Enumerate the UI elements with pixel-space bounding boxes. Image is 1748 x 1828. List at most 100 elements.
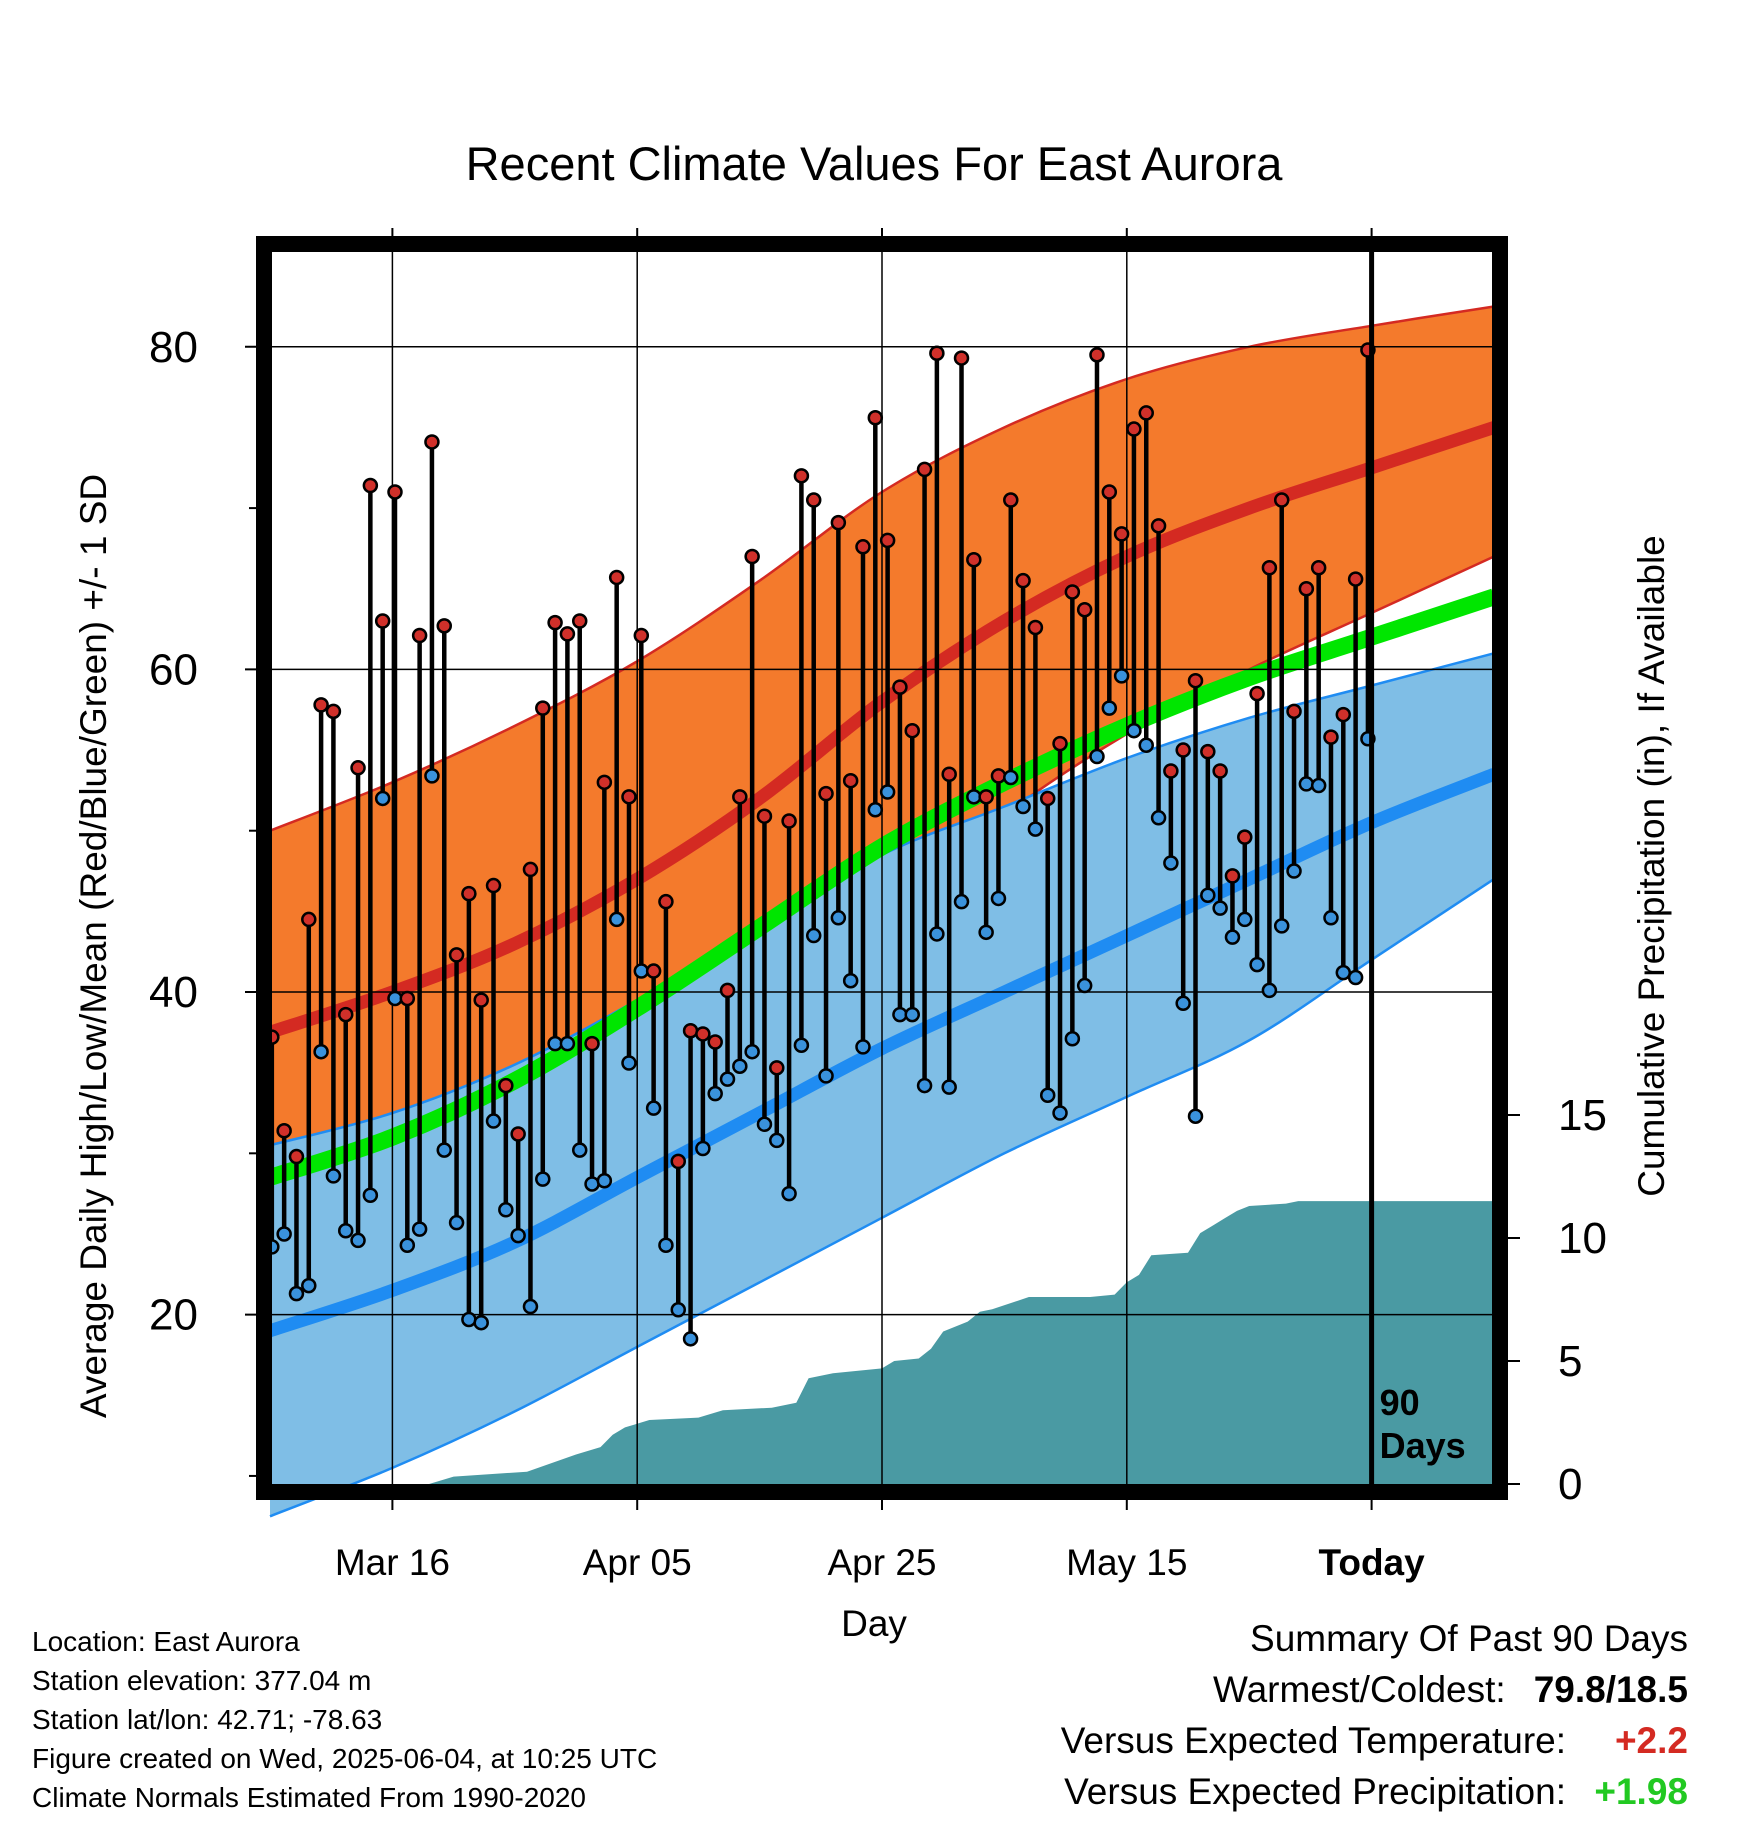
daily-high-point [535, 700, 551, 716]
summary-panel: Summary Of Past 90 Days Warmest/Coldest:… [1061, 1613, 1688, 1817]
y2-tick-label: 5 [1558, 1337, 1582, 1386]
daily-high-point [1126, 421, 1142, 437]
daily-bar [1064, 584, 1081, 1047]
daily-bar [411, 627, 428, 1237]
daily-low-point [1224, 929, 1241, 945]
daily-low-point [1310, 777, 1327, 794]
daily-high-point [621, 789, 637, 805]
daily-high-point [805, 492, 822, 508]
daily-low-point [1175, 995, 1191, 1012]
daily-low-point [1323, 910, 1339, 926]
daily-bar [1261, 560, 1278, 999]
daily-low-point [522, 1298, 539, 1315]
y-tick-label: 20 [149, 1291, 198, 1340]
daily-low-point [916, 1077, 933, 1094]
daily-high-point [1323, 729, 1339, 745]
daily-high-point [842, 772, 859, 789]
today-marker-group: 90 Days [1369, 250, 1466, 1484]
daily-high-point [608, 569, 625, 586]
daily-low-point [953, 893, 970, 910]
daily-bar [842, 772, 859, 989]
daily-high-point [498, 1077, 514, 1094]
y-tick-label: 60 [149, 645, 198, 694]
daily-high-point [1089, 347, 1105, 363]
daily-low-point [1249, 956, 1265, 973]
summary-warm-cold: Warmest/Coldest: 79.8/18.5 [1061, 1664, 1688, 1715]
x-tick-label: May 15 [1066, 1542, 1187, 1583]
daily-low-point [461, 1311, 477, 1328]
daily-high-point [892, 679, 908, 695]
daily-high-point [276, 1122, 292, 1139]
summary-title: Summary Of Past 90 Days [1250, 1618, 1688, 1659]
daily-high-point [1027, 619, 1044, 636]
today-days-label: 90 Days [1380, 1382, 1466, 1466]
daily-high-point [1175, 742, 1191, 758]
y-axis-label: Average Daily High/Low/Mean (Red/Blue/Gr… [73, 474, 114, 1418]
daily-low-point [559, 1035, 576, 1052]
daily-bar [350, 760, 366, 1249]
daily-low-point [855, 1039, 871, 1055]
daily-high-point [1310, 560, 1327, 576]
daily-bar [621, 789, 637, 1071]
daily-low-point [374, 790, 391, 807]
daily-high-point [350, 760, 366, 776]
daily-high-point [559, 626, 576, 642]
daily-bar [1126, 421, 1142, 739]
daily-low-point [781, 1185, 797, 1202]
daily-high-point [399, 990, 416, 1007]
daily-bar [313, 697, 329, 1060]
daily-high-point [707, 1034, 723, 1050]
daily-low-point [1138, 737, 1154, 753]
x-tick-label: Today [1318, 1542, 1425, 1583]
plot-area: 90 Days [264, 250, 1497, 1518]
daily-bar [461, 885, 477, 1328]
daily-low-point [288, 1285, 305, 1302]
daily-bar [1187, 672, 1204, 1124]
daily-bar [571, 613, 588, 1158]
y-tick-label: 80 [149, 323, 198, 372]
daily-bar [535, 700, 551, 1187]
daily-low-point [1335, 964, 1352, 981]
daily-high-point [645, 963, 662, 979]
axes-group: 20 40 60 80 Mar 16 Apr 05 Apr 25 May 15 Today 0 5 1… [149, 228, 1607, 1583]
temp-value: +2.2 [1614, 1720, 1688, 1761]
daily-low-point [337, 1222, 354, 1239]
daily-bar [1163, 763, 1179, 871]
daily-bar [1298, 580, 1315, 792]
x-tick-label: Apr 25 [827, 1542, 936, 1583]
daily-bar [374, 613, 391, 807]
daily-bar [399, 990, 416, 1254]
daily-low-point [584, 1176, 600, 1192]
daily-bar [953, 350, 970, 910]
daily-low-point [1237, 911, 1253, 928]
daily-high-point [374, 613, 391, 629]
daily-low-point [879, 784, 896, 800]
daily-high-point [1003, 492, 1019, 508]
daily-bar [436, 618, 453, 1158]
daily-low-point [535, 1171, 551, 1187]
daily-bar [793, 468, 810, 1053]
daily-bar [510, 1126, 526, 1244]
daily-low-point [1027, 821, 1044, 837]
daily-high-point [473, 992, 489, 1008]
daily-low-point [313, 1043, 329, 1060]
daily-high-point [867, 410, 884, 426]
daily-low-point [1150, 810, 1167, 826]
y-tick-label: 40 [149, 968, 198, 1017]
daily-low-point [596, 1172, 613, 1189]
daily-low-point [448, 1214, 465, 1231]
info-location: Location: East Aurora [32, 1626, 300, 1657]
daily-bar [1138, 405, 1154, 753]
daily-bar [805, 492, 822, 944]
daily-high-point [1249, 685, 1265, 702]
daily-bar [929, 345, 945, 942]
daily-low-point [1187, 1108, 1204, 1124]
warm-cold-value: 79.8/18.5 [1533, 1669, 1688, 1710]
daily-high-point [695, 1026, 711, 1042]
station-info: Location: East Aurora Station elevation:… [32, 1622, 657, 1817]
daily-high-point [670, 1153, 687, 1170]
daily-bar [596, 774, 613, 1189]
daily-low-point [818, 1068, 834, 1084]
daily-bar [608, 569, 625, 928]
